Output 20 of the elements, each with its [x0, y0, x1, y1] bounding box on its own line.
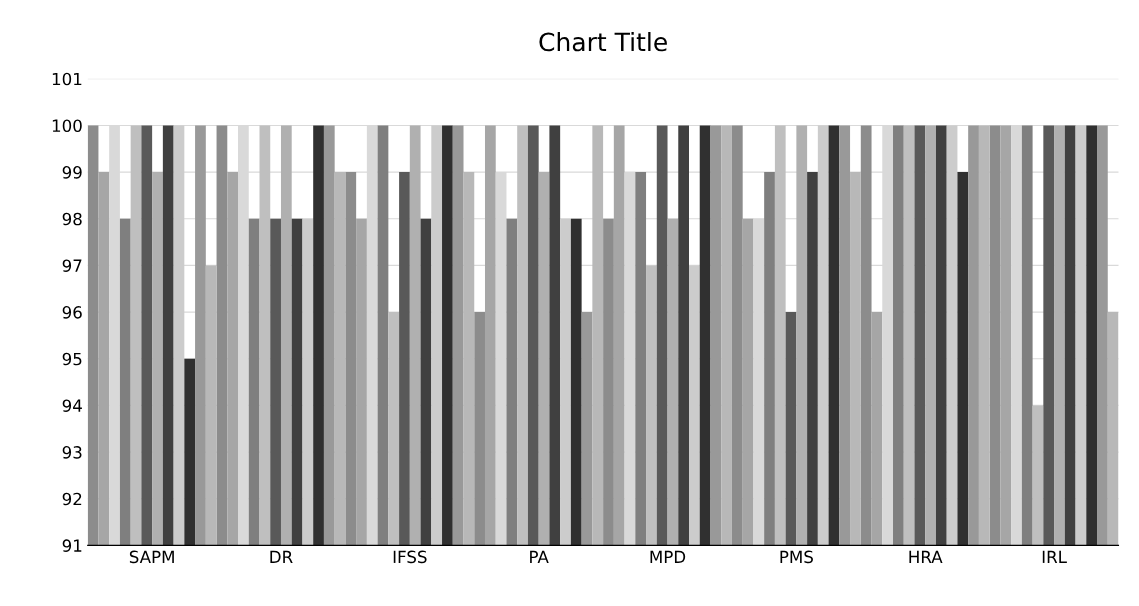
x-tick-label: SAPM	[129, 550, 174, 564]
chart-title: Chart Title	[539, 32, 667, 52]
x-tick-label: DR	[270, 550, 293, 563]
x-tick-label: IRL	[1042, 550, 1067, 563]
x-tick-label: PA	[530, 550, 549, 563]
y-tick-label: 94	[62, 399, 82, 412]
x-tick-label: MPD	[650, 550, 686, 563]
y-tick-label: 98	[62, 212, 82, 226]
y-tick-label: 91	[62, 539, 82, 552]
y-tick-label: 101	[52, 72, 82, 86]
y-tick-label: 92	[62, 492, 82, 506]
y-tick-label: 99	[62, 166, 82, 179]
y-tick-label: 100	[52, 119, 82, 133]
x-tick-label: HRA	[909, 550, 943, 563]
x-tick-label: PMS	[780, 550, 813, 564]
y-tick-label: 97	[62, 259, 82, 272]
x-tick-label: IFSS	[393, 550, 427, 564]
y-tick-label: 95	[62, 352, 82, 366]
y-tick-label: 96	[62, 306, 82, 319]
y-tick-label: 93	[62, 446, 82, 459]
